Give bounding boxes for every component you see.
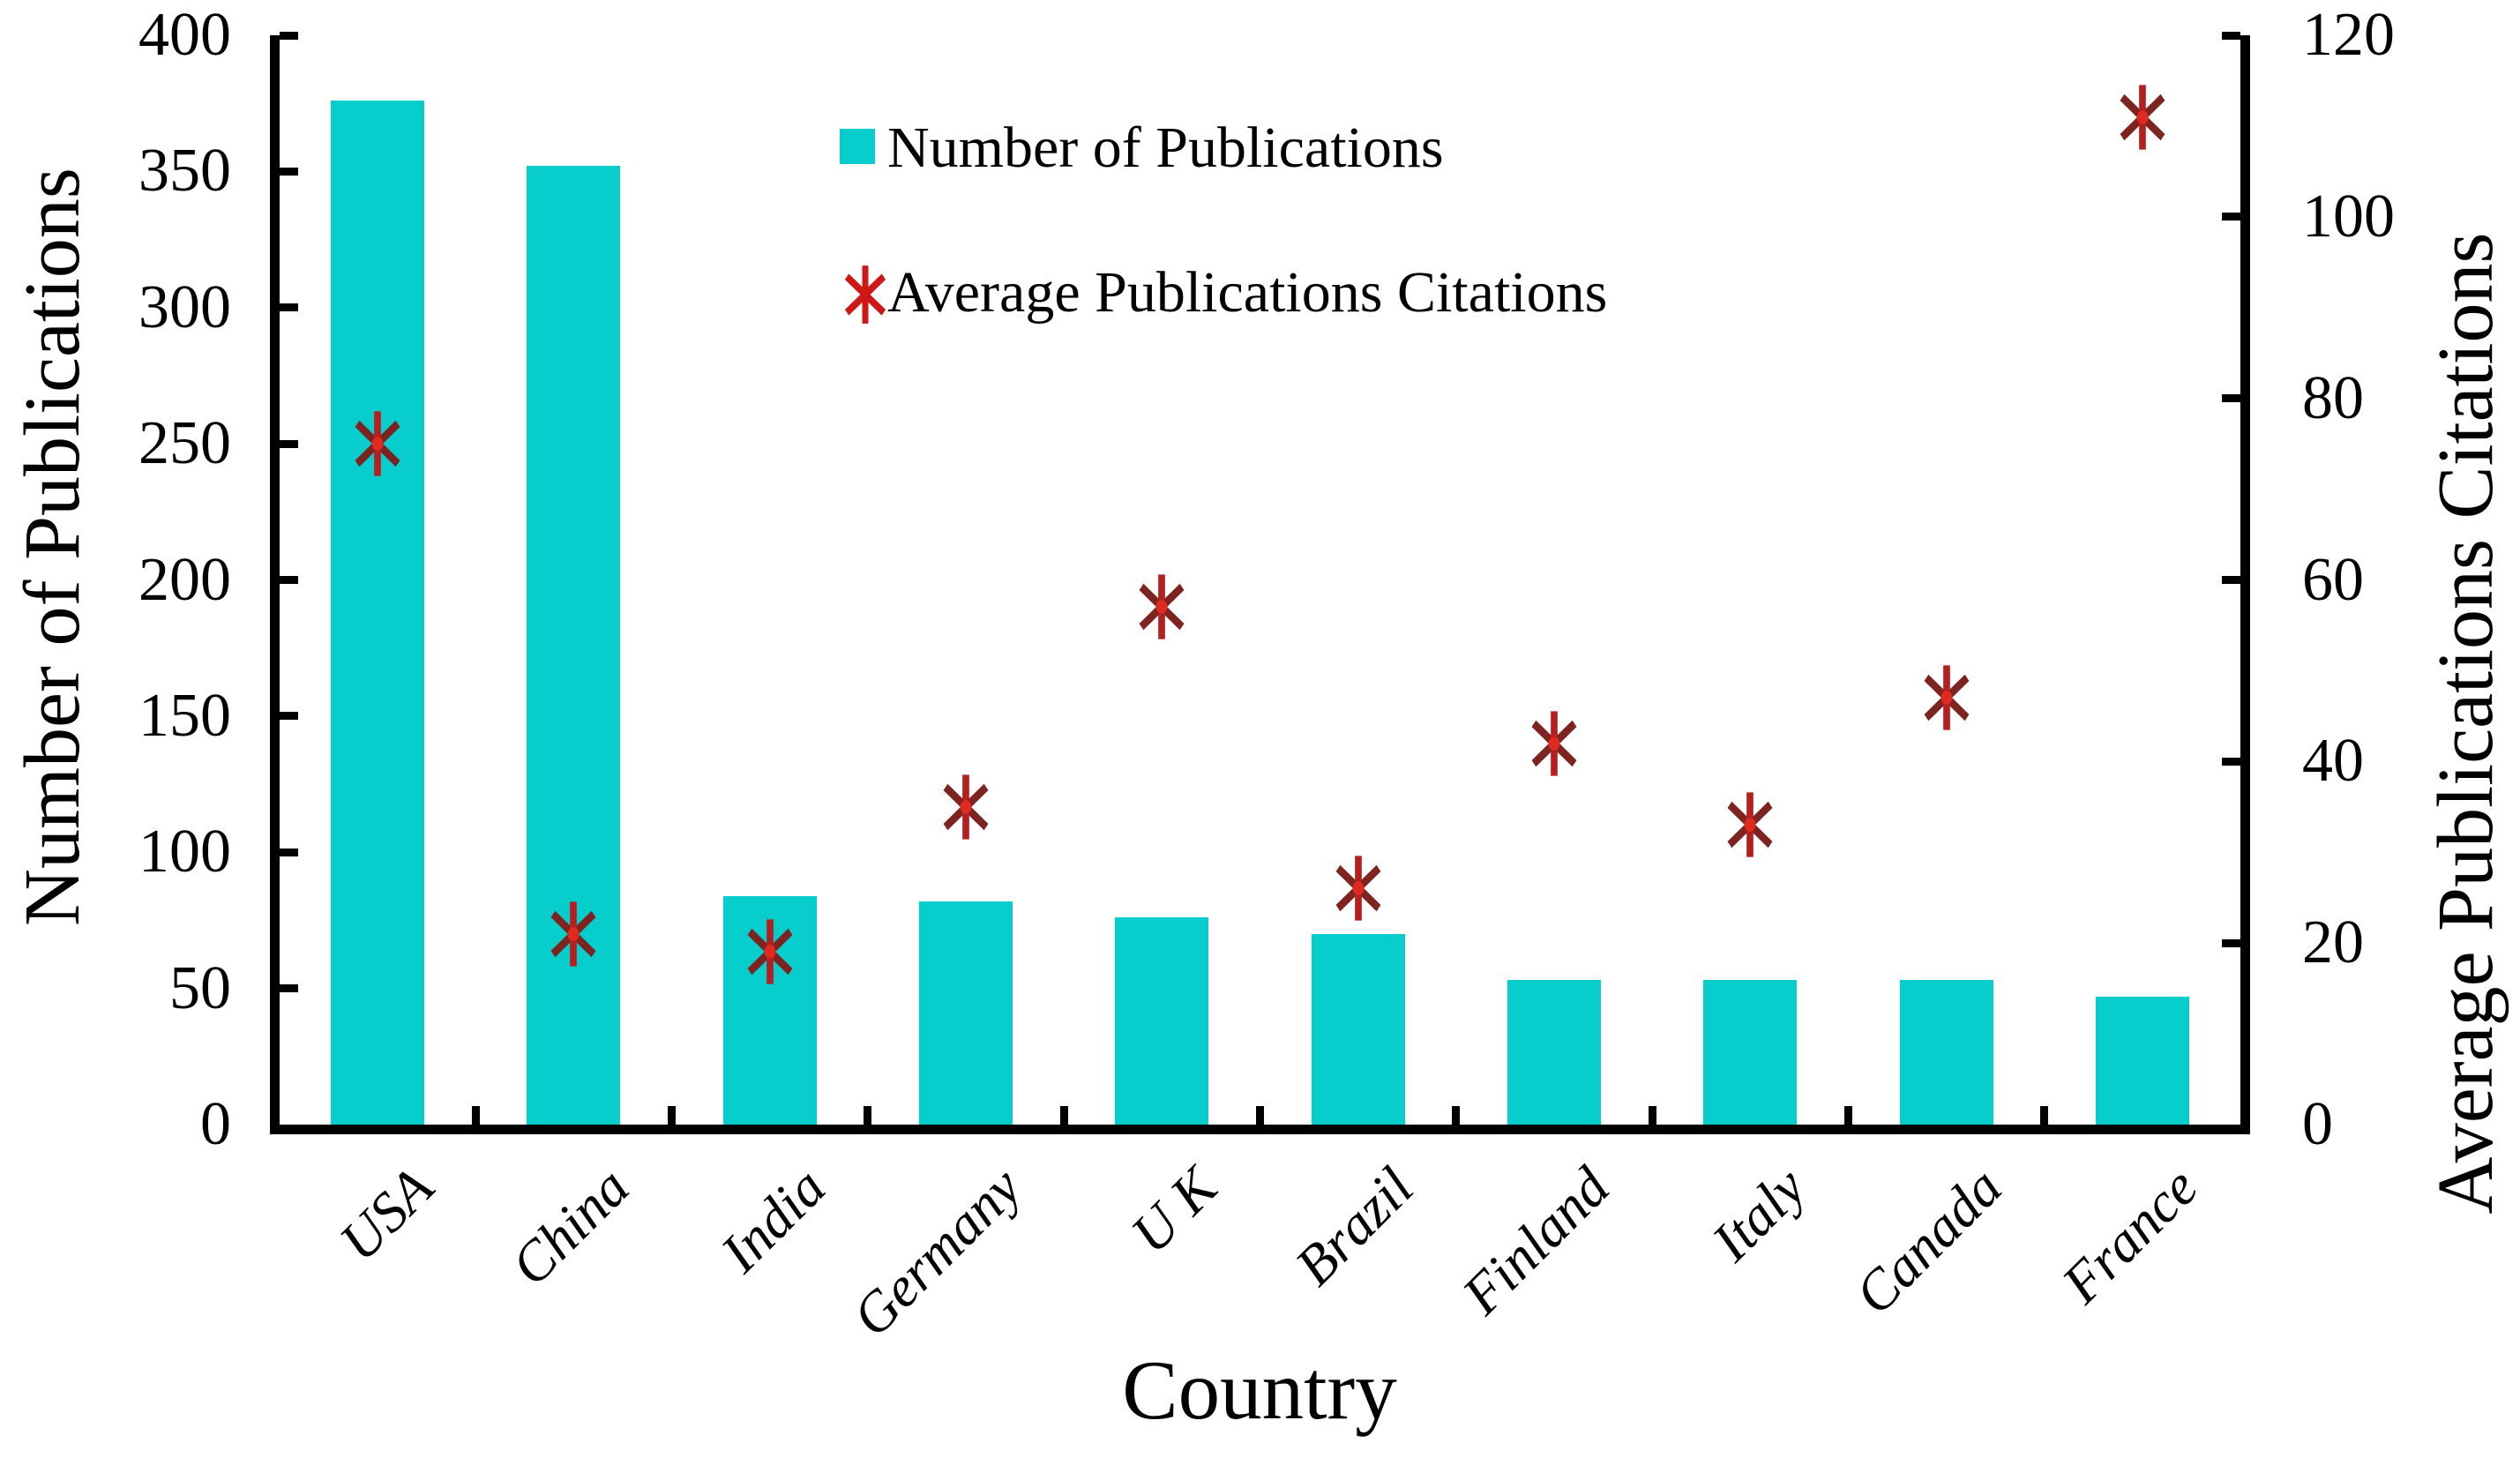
right-axis-title: Average Publications Citations xyxy=(2422,232,2509,1215)
bar-France xyxy=(2095,996,2189,1125)
right-axis-tick-120 xyxy=(2222,31,2240,40)
marker-asterisk-India xyxy=(747,919,793,985)
right-axis-tick-label-0: 0 xyxy=(2302,1090,2333,1158)
right-axis-tick-label-120: 120 xyxy=(2302,1,2395,69)
marker-asterisk-Finland xyxy=(1531,711,1577,776)
left-axis-tick-100 xyxy=(280,848,298,856)
right-axis-tick-label-20: 20 xyxy=(2302,908,2364,977)
left-axis-tick-label-0: 0 xyxy=(200,1090,231,1158)
x-axis-tick-6 xyxy=(1452,1106,1461,1125)
left-axis-tick-label-200: 200 xyxy=(138,545,231,614)
x-axis-tick-4 xyxy=(1059,1106,1068,1125)
marker-asterisk-USA xyxy=(355,411,400,476)
right-axis-tick-label-100: 100 xyxy=(2302,182,2395,250)
x-axis-tick-7 xyxy=(1648,1106,1656,1125)
x-axis-tick-9 xyxy=(2040,1106,2049,1125)
legend-label-publications: Number of Publications xyxy=(887,116,1444,180)
x-category-label-Brazil: Brazil xyxy=(1282,1155,1425,1297)
left-axis-tick-400 xyxy=(280,31,298,40)
marker-asterisk-France xyxy=(2120,84,2165,150)
x-category-label-India: India xyxy=(708,1155,837,1284)
x-category-label-France: France xyxy=(2050,1155,2210,1315)
x-category-label-Canada: Canada xyxy=(1843,1155,2014,1327)
left-axis-tick-label-50: 50 xyxy=(169,953,231,1022)
marker-asterisk-Germany xyxy=(943,774,989,840)
legend-asterisk-glyph xyxy=(844,265,886,324)
marker-asterisk-China xyxy=(550,901,596,967)
left-axis-title: Number of Publications xyxy=(9,168,96,926)
right-axis-line xyxy=(2240,35,2250,1134)
bar-Finland xyxy=(1507,980,1601,1125)
x-category-label-U K: U K xyxy=(1119,1155,1230,1266)
right-axis-tick-100 xyxy=(2222,213,2240,221)
legend-label-citations: Average Publications Citations xyxy=(887,260,1608,325)
legend-bar-swatch xyxy=(840,129,875,164)
left-axis-tick-label-300: 300 xyxy=(138,273,231,341)
x-category-label-Germany: Germany xyxy=(840,1155,1034,1349)
right-axis-tick-label-60: 60 xyxy=(2302,545,2364,614)
left-axis-line xyxy=(270,35,280,1134)
marker-asterisk-U K xyxy=(1139,574,1185,640)
x-axis-title: Country xyxy=(1122,1343,1397,1437)
bar-Brazil xyxy=(1311,933,1405,1125)
left-axis-tick-150 xyxy=(280,712,298,721)
x-category-label-USA: USA xyxy=(327,1155,445,1274)
bar-U K xyxy=(1115,917,1209,1125)
bottom-axis-line xyxy=(270,1125,2250,1134)
left-axis-tick-label-400: 400 xyxy=(138,1,231,69)
legend-asterisk-icon xyxy=(834,261,896,328)
bar-Canada xyxy=(1899,980,1993,1125)
bar-Germany xyxy=(919,901,1013,1125)
x-axis-tick-1 xyxy=(471,1106,480,1125)
left-axis-tick-250 xyxy=(280,439,298,448)
x-axis-tick-5 xyxy=(1256,1106,1264,1125)
marker-asterisk-Brazil xyxy=(1335,856,1381,922)
right-axis-tick-20 xyxy=(2222,938,2240,947)
x-category-label-China: China xyxy=(498,1155,641,1297)
right-axis-tick-80 xyxy=(2222,394,2240,403)
bar-China xyxy=(527,166,621,1125)
x-category-label-Italy: Italy xyxy=(1700,1155,1818,1274)
left-axis-tick-label-350: 350 xyxy=(138,137,231,206)
left-axis-tick-label-150: 150 xyxy=(138,681,231,750)
x-axis-tick-3 xyxy=(864,1106,872,1125)
left-axis-tick-50 xyxy=(280,984,298,993)
marker-asterisk-Italy xyxy=(1727,792,1773,858)
right-axis-tick-label-40: 40 xyxy=(2302,727,2364,796)
x-axis-tick-8 xyxy=(1843,1106,1852,1125)
bar-Italy xyxy=(1703,980,1798,1125)
bar-USA xyxy=(331,101,425,1125)
left-axis-tick-300 xyxy=(280,303,298,312)
left-axis-tick-350 xyxy=(280,167,298,176)
x-category-label-Finland: Finland xyxy=(1450,1155,1622,1327)
marker-asterisk-Canada xyxy=(1924,665,1969,730)
right-axis-tick-60 xyxy=(2222,576,2240,584)
x-axis-tick-2 xyxy=(668,1106,677,1125)
left-axis-tick-label-250: 250 xyxy=(138,409,231,478)
left-axis-tick-label-100: 100 xyxy=(138,818,231,886)
right-axis-tick-label-80: 80 xyxy=(2302,363,2364,432)
right-axis-tick-40 xyxy=(2222,757,2240,766)
left-axis-tick-200 xyxy=(280,576,298,584)
